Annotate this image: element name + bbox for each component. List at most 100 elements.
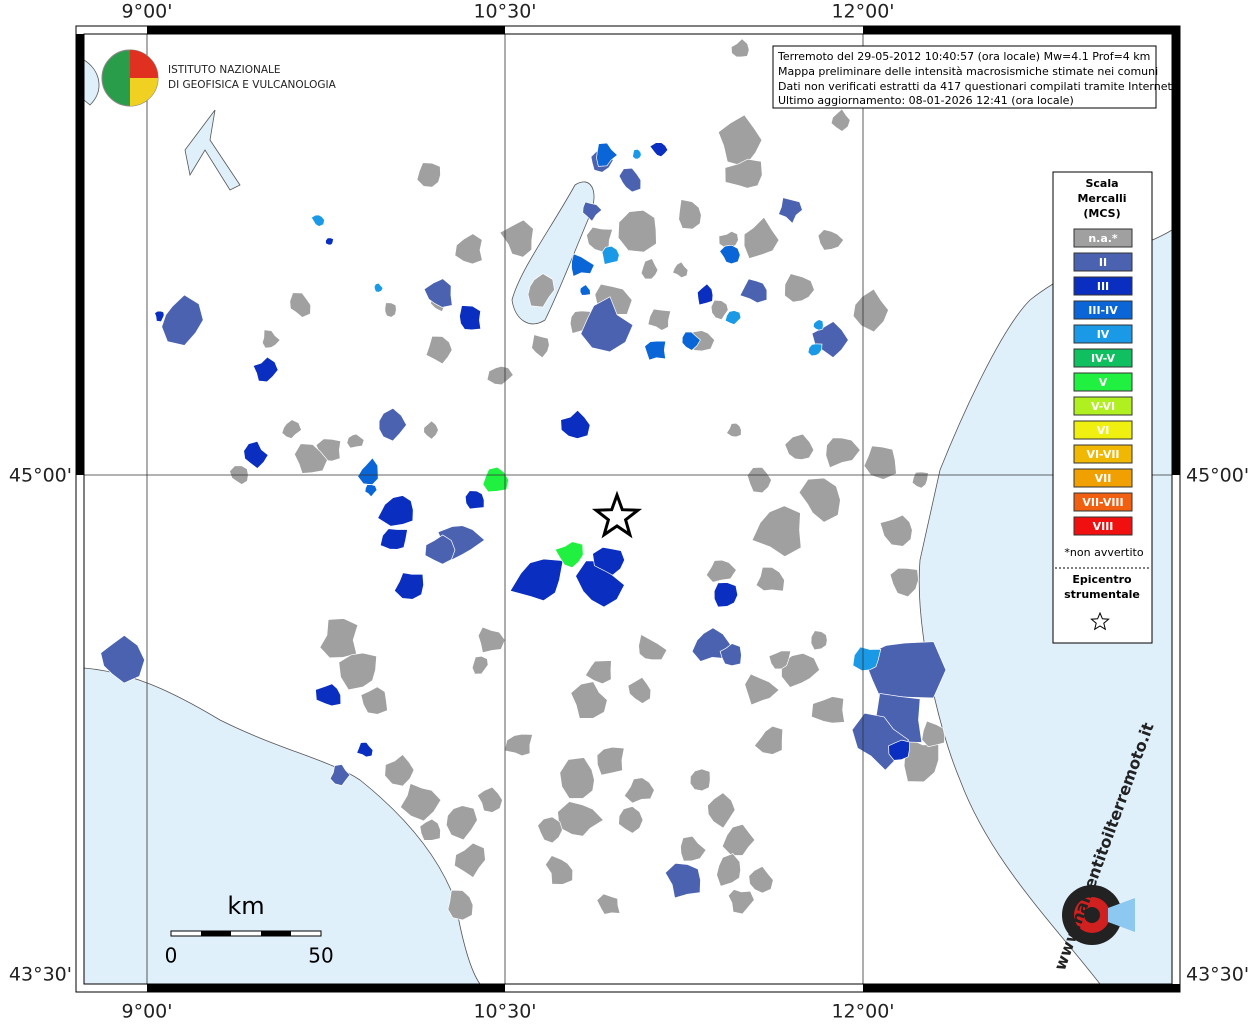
lat-label: 43°30' [9,964,72,986]
municipality [879,514,913,547]
municipality [601,245,620,265]
municipality [379,528,408,550]
municipality [289,292,312,318]
frame-segment [147,984,505,992]
info-line: Terremoto del 29-05-2012 10:40:57 (ora l… [777,50,1150,63]
info-line: Ultimo aggiornamento: 08-01-2026 12:41 (… [778,94,1074,107]
lon-label: 10°30' [473,1001,536,1023]
legend-epicenter: Epicentro [1072,573,1132,586]
municipality [705,559,737,583]
scale-segment [261,931,291,936]
epicenter-star [591,490,643,539]
municipality [863,445,897,480]
logo-part [130,78,158,106]
municipality [672,261,689,279]
municipality [423,420,439,440]
municipality [807,343,823,357]
municipality [294,443,328,474]
legend-label: VIII [1093,520,1114,533]
municipality [477,626,506,654]
lat-label: 45°00' [1186,465,1249,487]
map-area [84,38,1172,984]
info-box: Terremoto del 29-05-2012 10:40:57 (ora l… [772,45,1175,109]
legend-swatch [1073,420,1133,440]
municipality [811,696,845,724]
legend-swatch [1073,396,1133,416]
info-frame [772,45,1157,109]
municipality [325,237,334,246]
legend-title: Mercalli [1077,192,1126,205]
municipality [252,356,279,383]
municipality [329,764,351,786]
municipality [726,422,742,438]
municipalities [100,38,947,921]
info-line: Mappa preliminare delle intensità macros… [778,65,1158,78]
municipality [664,862,701,899]
municipality [584,660,612,685]
municipality [503,733,534,757]
municipality [921,720,945,748]
municipality [360,686,388,715]
municipality [356,741,374,758]
municipality [364,484,378,498]
municipality [571,253,595,278]
municipality [315,683,342,707]
municipality [243,440,269,469]
municipality [482,466,509,493]
municipality [716,853,741,887]
municipality [499,219,534,258]
frame-segment [147,26,505,34]
municipality [454,842,486,878]
municipality [377,495,414,527]
municipality [554,541,584,569]
municipality [889,567,919,598]
municipality [399,782,442,822]
legend-label: II [1099,256,1107,269]
legend-swatch [1073,444,1133,464]
municipality [739,278,768,304]
lon-label: 12°00' [831,1001,894,1023]
municipality [531,334,550,359]
municipality [579,284,591,296]
municipality [393,572,424,600]
legend-title: (MCS) [1083,207,1120,220]
municipality [459,305,482,331]
municipality [596,746,625,776]
municipality [582,201,603,222]
municipality [721,823,756,856]
municipality [911,471,929,489]
municipality [689,768,711,792]
municipality [724,310,742,326]
logo-text: DI GEOFISICA E VULCANOLOGIA [168,79,337,91]
legend-swatch [1073,324,1133,344]
municipality [852,646,882,672]
municipality [537,816,563,844]
legend-swatch [1073,276,1133,296]
lon-label: 9°00' [122,1,173,23]
municipality [378,407,407,442]
municipality [751,505,802,558]
municipality [781,652,821,688]
municipality [784,433,815,460]
municipality [710,299,729,321]
legend-label: VII [1095,472,1112,485]
legend-title: Scala [1085,177,1118,190]
municipality [719,244,741,265]
logo: ISTITUTO NAZIONALE DI GEOFISICA E VULCAN… [101,49,337,107]
legend-swatch [1073,252,1133,272]
legend-swatch [1073,468,1133,488]
outer-frame [75,25,1181,993]
municipality [743,216,780,260]
municipality [618,167,642,193]
municipality [592,546,625,576]
municipality [425,335,453,365]
municipality [560,409,591,439]
municipality [261,329,281,349]
scale-segment [201,931,231,936]
tyrrhenian-sea [84,667,481,984]
municipality [580,296,634,353]
legend-swatch [1073,300,1133,320]
legend-note: *non avvertito [1064,546,1143,559]
municipality [649,142,669,158]
